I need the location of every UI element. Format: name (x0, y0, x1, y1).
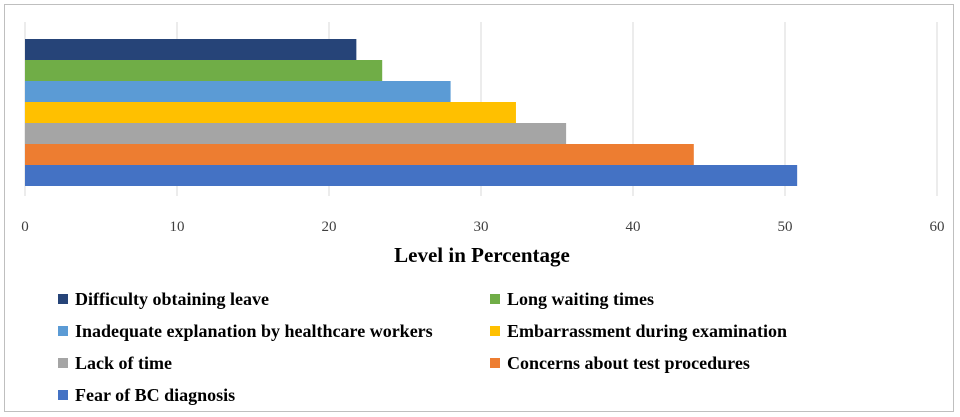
legend-item: Inadequate explanation by healthcare wor… (58, 320, 433, 342)
x-tick-label-30: 30 (474, 219, 489, 235)
legend-item: Lack of time (58, 352, 172, 374)
legend-swatch (490, 294, 500, 304)
legend-label: Embarrassment during examination (507, 320, 788, 341)
legend-label: Long waiting times (507, 288, 655, 309)
bar-fear-of-bc-diagnosis (25, 165, 798, 186)
x-tick-label-20: 20 (322, 219, 337, 235)
legend-swatch (490, 326, 500, 336)
x-tick-label-50: 50 (778, 219, 793, 235)
legend-item: Fear of BC diagnosis (58, 384, 235, 406)
legend-label: Concerns about test procedures (507, 352, 750, 373)
bar-lack-of-time (25, 123, 567, 144)
legend-swatch (58, 326, 68, 336)
legend-item: Long waiting times (490, 288, 654, 310)
legend-swatch (490, 358, 500, 368)
legend-label: Difficulty obtaining leave (75, 288, 269, 309)
bar-embarrassment-during-examination (25, 102, 516, 123)
legend-label: Lack of time (75, 352, 172, 373)
bars (25, 39, 798, 186)
x-tick-label-0: 0 (21, 219, 29, 235)
legend-swatch (58, 390, 68, 400)
x-axis-title: Level in Percentage (394, 243, 570, 267)
x-tick-label-40: 40 (626, 219, 641, 235)
legend-item: Concerns about test procedures (490, 352, 750, 374)
legend-label: Fear of BC diagnosis (75, 384, 236, 405)
x-tick-label-10: 10 (170, 219, 185, 235)
legend-swatch (58, 294, 68, 304)
chart-frame (4, 4, 954, 412)
x-tick-label-60: 60 (930, 219, 945, 235)
x-axis-ticks: 0 10 20 30 40 50 60 (21, 219, 944, 235)
bar-long-waiting-times (25, 60, 383, 81)
bar-difficulty-obtaining-leave (25, 39, 357, 60)
legend-item: Embarrassment during examination (490, 320, 787, 342)
legend-item: Difficulty obtaining leave (58, 288, 269, 310)
legend-label: Inadequate explanation by healthcare wor… (75, 320, 433, 341)
bar-inadequate-explanation-by-healthcare-workers (25, 81, 451, 102)
bar-concerns-about-test-procedures (25, 144, 694, 165)
legend-swatch (58, 358, 68, 368)
